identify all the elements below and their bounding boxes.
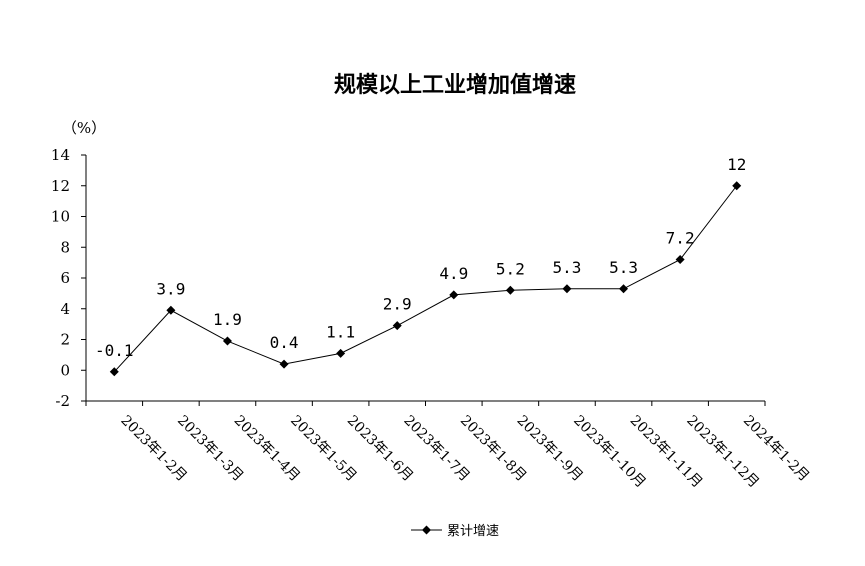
data-label: 1.9: [213, 310, 242, 329]
data-label: 3.9: [156, 279, 185, 298]
data-point: [562, 284, 572, 294]
axes: -2024681012142023年1-2月2023年1-3月2023年1-4月…: [51, 146, 812, 491]
series-line: [113, 185, 738, 373]
data-point: [336, 348, 346, 358]
y-tick-label: 12: [51, 177, 70, 195]
data-point: [449, 290, 459, 300]
chart-title: 规模以上工业增加值增速: [334, 72, 576, 98]
series-group: -0.1 3.9 1.9 0.4 1.1 2.9 4.9 5.2 5.3 5.3 7.2 12: [95, 155, 746, 377]
data-label: 5.3: [553, 258, 582, 277]
y-tick-label: 14: [51, 146, 70, 164]
data-label: 5.3: [609, 258, 638, 277]
y-tick-label: 2: [60, 331, 70, 349]
y-tick-label: 4: [60, 300, 70, 318]
legend-marker: [422, 525, 431, 535]
data-point: [279, 359, 289, 369]
data-point: [109, 367, 119, 377]
y-tick-label: 10: [51, 208, 70, 226]
data-point: [675, 255, 685, 265]
data-point: [222, 336, 232, 346]
data-label: 4.9: [439, 264, 468, 283]
y-tick-label: 6: [60, 269, 70, 287]
y-tick-label: 8: [60, 238, 70, 256]
data-point: [392, 321, 402, 331]
data-label: 7.2: [666, 229, 695, 248]
data-label: -0.1: [95, 341, 134, 360]
legend: 累计增速: [411, 524, 499, 539]
y-tick-label: -2: [55, 392, 70, 410]
data-point: [166, 305, 176, 315]
y-tick-label: 0: [60, 361, 70, 379]
data-label: 0.4: [270, 333, 299, 352]
data-point: [732, 181, 742, 191]
data-point: [619, 284, 629, 294]
legend-label: 累计增速: [447, 524, 499, 539]
data-label: 2.9: [383, 295, 412, 314]
data-label: 5.2: [496, 259, 525, 278]
data-point: [505, 285, 515, 295]
data-label: 12: [727, 155, 746, 174]
data-label: 1.1: [326, 322, 355, 341]
y-axis-label: （%）: [62, 119, 106, 137]
